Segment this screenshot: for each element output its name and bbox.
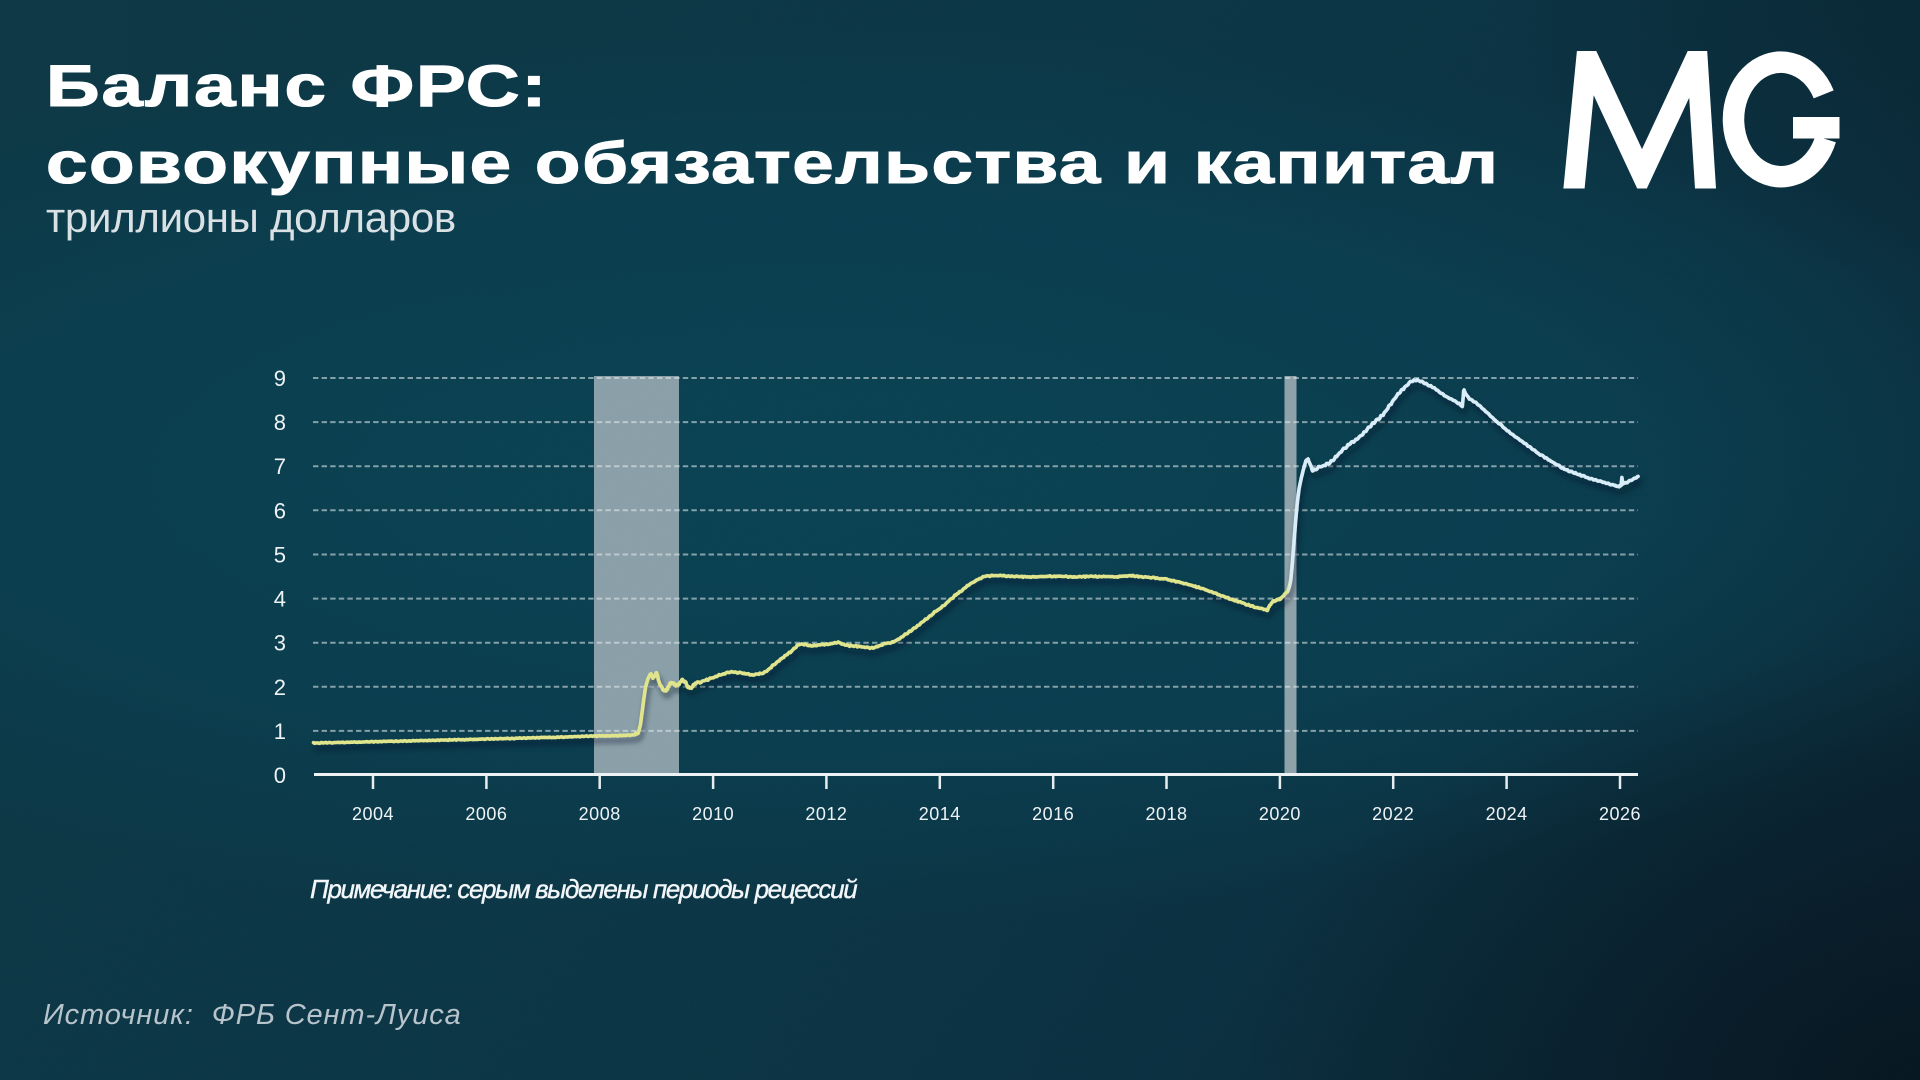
svg-text:3: 3 [274, 631, 286, 656]
svg-text:2016: 2016 [1032, 804, 1074, 824]
svg-text:1: 1 [274, 719, 286, 744]
svg-text:2020: 2020 [1259, 804, 1301, 824]
svg-text:2006: 2006 [465, 804, 507, 824]
svg-text:4: 4 [274, 587, 286, 612]
svg-text:6: 6 [274, 498, 286, 523]
svg-text:7: 7 [274, 454, 286, 479]
svg-text:2014: 2014 [919, 804, 961, 824]
svg-text:8: 8 [274, 410, 286, 435]
svg-text:2: 2 [274, 675, 286, 700]
svg-text:2004: 2004 [352, 804, 394, 824]
svg-text:0: 0 [274, 763, 286, 788]
svg-text:2010: 2010 [692, 804, 734, 824]
svg-text:2018: 2018 [1145, 804, 1187, 824]
svg-text:2012: 2012 [805, 804, 847, 824]
svg-text:2022: 2022 [1372, 804, 1414, 824]
svg-text:9: 9 [274, 366, 286, 391]
svg-text:5: 5 [274, 543, 286, 568]
svg-text:2026: 2026 [1599, 804, 1641, 824]
svg-text:2024: 2024 [1486, 804, 1528, 824]
svg-text:2008: 2008 [579, 804, 621, 824]
